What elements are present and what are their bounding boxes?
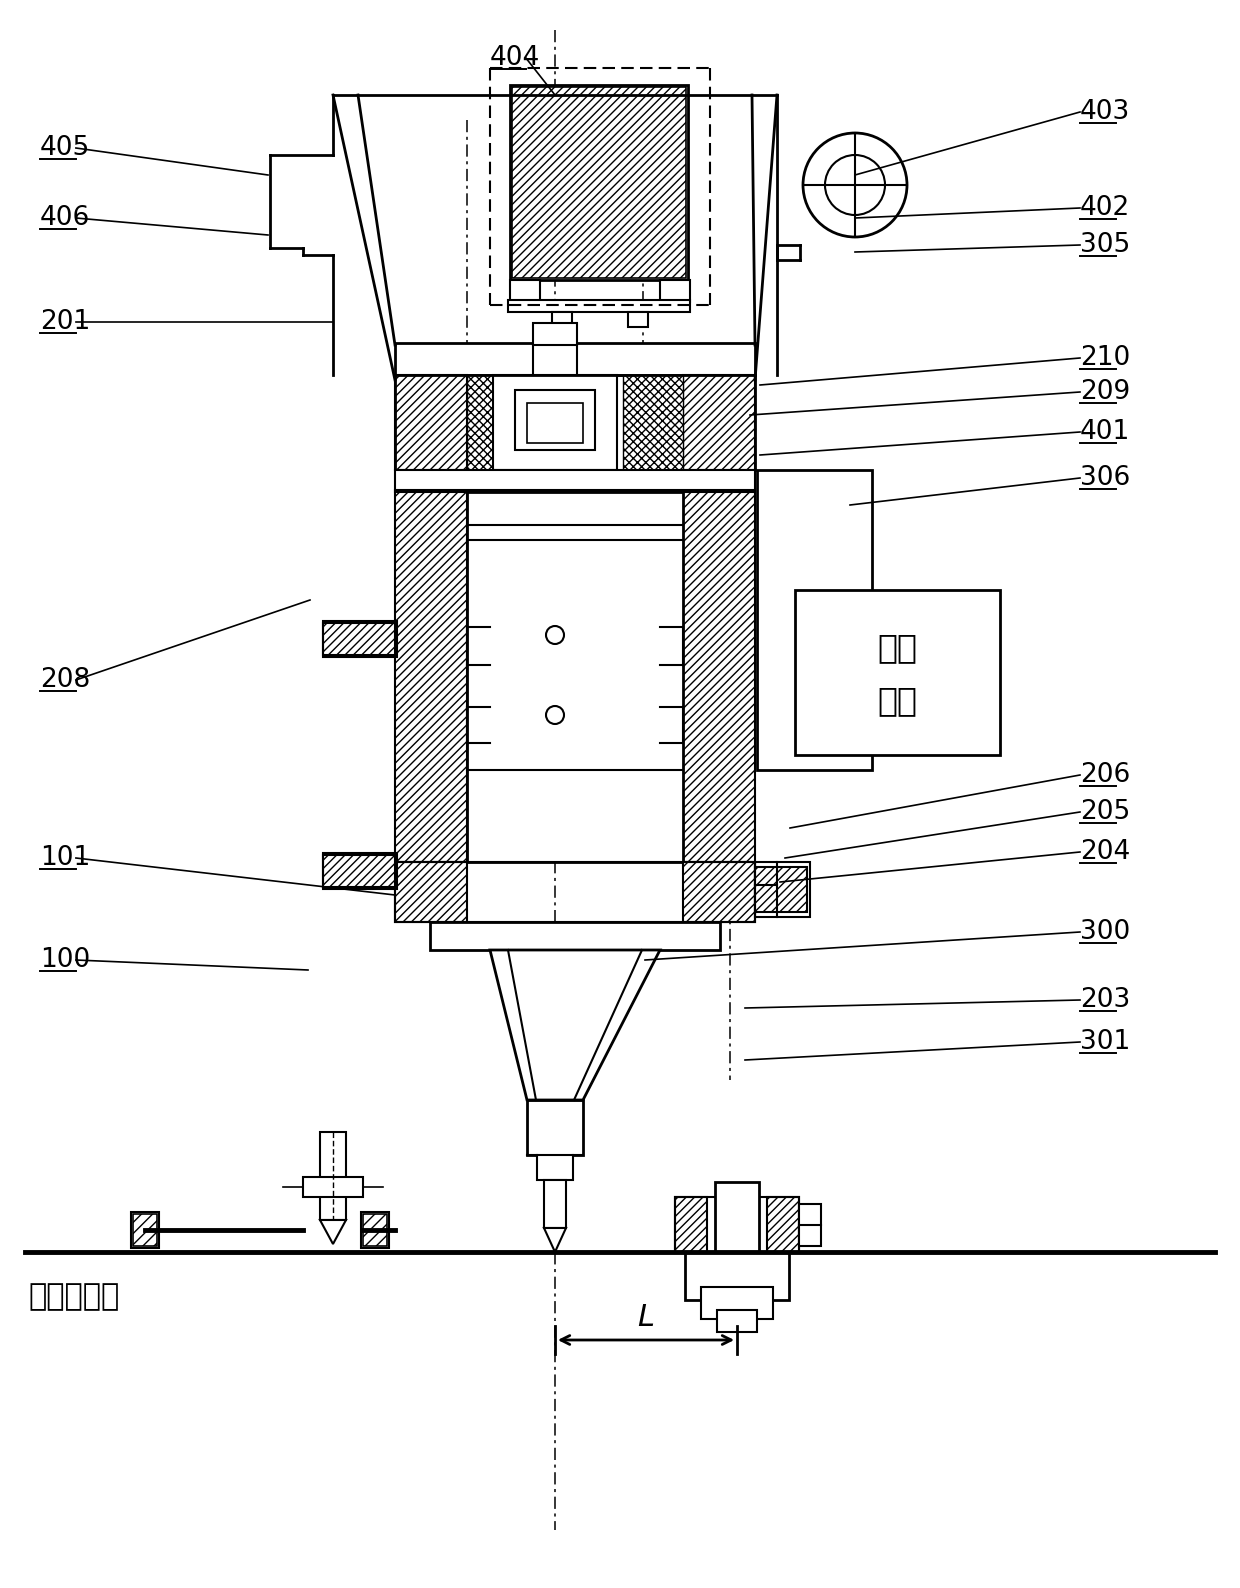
Bar <box>512 87 686 278</box>
Text: 305: 305 <box>1080 232 1130 257</box>
Text: 402: 402 <box>1080 195 1130 221</box>
Bar <box>756 470 872 770</box>
Circle shape <box>825 156 885 214</box>
Bar <box>322 621 397 657</box>
Circle shape <box>546 626 564 645</box>
Bar <box>533 322 577 345</box>
Text: 405: 405 <box>40 135 91 160</box>
Bar <box>552 311 572 327</box>
Bar <box>396 470 755 492</box>
Bar <box>544 1180 565 1228</box>
Bar <box>396 375 755 470</box>
Bar <box>510 86 688 279</box>
Text: 403: 403 <box>1080 98 1130 125</box>
Bar <box>799 1204 821 1247</box>
Text: 210: 210 <box>1080 345 1130 372</box>
Polygon shape <box>544 1228 565 1251</box>
Bar <box>467 492 683 862</box>
Text: 209: 209 <box>1080 380 1130 405</box>
Bar <box>363 1213 387 1247</box>
Bar <box>683 492 755 862</box>
Bar <box>527 403 583 443</box>
Bar <box>303 1177 363 1197</box>
Text: 201: 201 <box>40 310 91 335</box>
Text: 超声: 超声 <box>878 630 918 664</box>
Bar <box>627 311 649 327</box>
Bar <box>683 375 755 470</box>
Bar <box>622 375 683 470</box>
Text: 101: 101 <box>40 845 91 870</box>
Text: 100: 100 <box>40 946 91 973</box>
Text: 203: 203 <box>1080 988 1130 1013</box>
Text: 404: 404 <box>490 44 541 71</box>
Bar <box>396 375 467 470</box>
Text: 406: 406 <box>40 205 91 230</box>
Text: 306: 306 <box>1080 465 1130 491</box>
Text: 焊缝或焊层: 焊缝或焊层 <box>29 1283 119 1312</box>
Bar <box>322 853 397 889</box>
Bar <box>396 862 467 923</box>
Bar <box>537 1154 573 1180</box>
Bar <box>768 1197 799 1251</box>
Bar <box>322 854 396 888</box>
Bar <box>494 375 618 470</box>
Bar <box>133 1213 157 1247</box>
Text: 300: 300 <box>1080 919 1130 945</box>
Bar <box>322 622 396 654</box>
Bar <box>515 391 595 449</box>
Bar <box>396 343 755 375</box>
Bar <box>396 492 467 862</box>
Bar <box>683 862 755 923</box>
Bar <box>508 300 689 311</box>
Bar <box>467 375 527 470</box>
Bar <box>320 1132 346 1220</box>
Bar <box>396 862 755 923</box>
Text: 208: 208 <box>40 667 91 692</box>
Bar <box>755 862 810 916</box>
Circle shape <box>546 707 564 724</box>
Bar <box>717 1310 756 1332</box>
Bar <box>660 279 689 302</box>
Bar <box>795 591 999 754</box>
Bar <box>131 1212 159 1248</box>
Bar <box>701 1286 773 1320</box>
Bar <box>527 1100 583 1154</box>
Text: L: L <box>637 1304 655 1332</box>
Bar <box>510 279 539 302</box>
Bar <box>675 1197 799 1251</box>
Text: 401: 401 <box>1080 419 1130 445</box>
Bar <box>715 1181 759 1258</box>
Bar <box>675 1197 707 1251</box>
Text: 204: 204 <box>1080 838 1130 865</box>
Bar <box>430 923 720 950</box>
Text: 电源: 电源 <box>878 684 918 718</box>
Text: 205: 205 <box>1080 799 1130 826</box>
Polygon shape <box>490 950 660 1100</box>
Text: 206: 206 <box>1080 762 1130 788</box>
Polygon shape <box>320 1220 346 1243</box>
Text: 301: 301 <box>1080 1029 1130 1054</box>
Bar <box>684 1251 789 1301</box>
Circle shape <box>804 133 906 237</box>
Bar <box>361 1212 389 1248</box>
Bar <box>755 867 807 912</box>
